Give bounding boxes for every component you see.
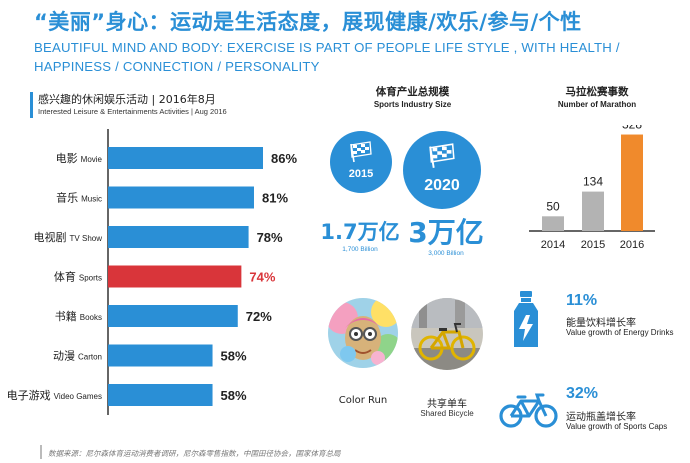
energy-drinks-label-en: Value growth of Energy Drinks	[566, 328, 674, 337]
data-source-note: 数据来源：尼尔森体育运动消费者调研，尼尔森零售指数，中国田径协会，国家体育总局	[48, 449, 341, 458]
year-2015-circle: 2015	[330, 131, 392, 193]
category-label: 书籍 Books	[55, 309, 102, 323]
leisure-chart-title: 感兴趣的休闲娱乐活动 | 2016年8月	[38, 93, 216, 106]
marathon-title: 马拉松赛事数	[565, 86, 629, 98]
page-title: “美丽”身心：运动是生活态度，展现健康/欢乐/参与/个性	[34, 10, 582, 34]
sports-caps-label-en: Value growth of Sports Caps	[566, 422, 668, 431]
bar-sports	[108, 265, 242, 288]
bar-movie	[108, 147, 263, 169]
bar-video-games	[108, 384, 213, 406]
bar-value-label: 72%	[246, 309, 272, 324]
shared-bicycle-photo	[411, 298, 483, 370]
category-label: 动漫 Carton	[53, 349, 102, 363]
marathon-year-label: 2014	[541, 239, 565, 251]
energy-drinks-percent: 11%	[566, 292, 598, 309]
bicycle-icon	[498, 393, 560, 433]
bar-value-label: 86%	[271, 151, 297, 166]
industry-value-2015: 1.7万亿	[320, 220, 400, 244]
bar-carton	[108, 344, 213, 367]
category-label: 电子游戏 Video Games	[7, 389, 102, 402]
marathon-value-label: 50	[546, 199, 560, 213]
bar-value-label: 81%	[262, 191, 288, 206]
industry-subtitle: Sports Industry Size	[373, 100, 452, 109]
bar-books	[108, 305, 238, 327]
year-2020-circle: 2020	[403, 131, 481, 209]
bar-value-label: 58%	[221, 388, 247, 403]
bar-value-label: 74%	[249, 270, 275, 285]
category-label: 音乐 Music	[56, 191, 102, 205]
leisure-bar-chart: 电影 Movie 86% 音乐 Music 81% 电视剧 TV Show 78% 体育 Sport…	[7, 129, 297, 415]
checkered-flag-icon	[403, 143, 481, 173]
marathon-subtitle: Number of Marathon	[557, 100, 637, 109]
marathon-value-label: 134	[583, 175, 603, 189]
category-label: 体育 Sports	[54, 270, 102, 284]
year-label-2015: 2015	[348, 168, 374, 180]
industry-value-2020-en: 3,000 Billion	[428, 250, 464, 257]
industry-value-2020: 3万亿	[408, 216, 484, 249]
page-subtitle: BEAUTIFUL MIND AND BODY: EXERCISE IS PAR…	[34, 40, 620, 74]
shared-bicycle-label-en: Shared Bicycle	[420, 409, 474, 418]
marathon-year-label: 2016	[620, 239, 644, 251]
bar-value-label: 58%	[221, 349, 247, 364]
checkered-flag-icon	[330, 141, 392, 167]
bar-tv-show	[108, 226, 249, 248]
year-label-2020: 2020	[424, 177, 460, 194]
bottle-icon	[511, 291, 541, 353]
shared-bicycle-label: 共享单车	[427, 399, 467, 410]
footer-accent-bar	[40, 445, 42, 459]
marathon-value-label: 328	[622, 125, 642, 132]
marathon-bar-2015	[582, 191, 604, 231]
category-label: 电影 Movie	[56, 152, 103, 165]
energy-drinks-label: 能量饮料增长率	[566, 318, 636, 329]
category-label: 电视剧 TV Show	[34, 230, 103, 244]
color-run-label: Color Run	[338, 395, 388, 406]
sports-caps-label: 运动瓶盖增长率	[566, 412, 636, 423]
bar-music	[108, 186, 254, 209]
marathon-year-label: 2015	[581, 239, 605, 251]
sports-caps-percent: 32%	[566, 385, 599, 402]
marathon-bar-2016	[621, 134, 643, 231]
industry-value-2015-en: 1,700 Billion	[342, 246, 378, 253]
industry-title: 体育产业总规模	[375, 86, 450, 98]
bar-value-label: 78%	[257, 230, 283, 245]
marathon-bar-2014	[542, 216, 564, 231]
section-accent-bar	[30, 92, 33, 118]
color-run-photo	[328, 298, 398, 368]
marathon-bar-chart: 50 2014 134 2015 328 2016	[529, 125, 655, 251]
leisure-chart-subtitle: Interested Leisure & Entertainments Acti…	[38, 107, 227, 116]
